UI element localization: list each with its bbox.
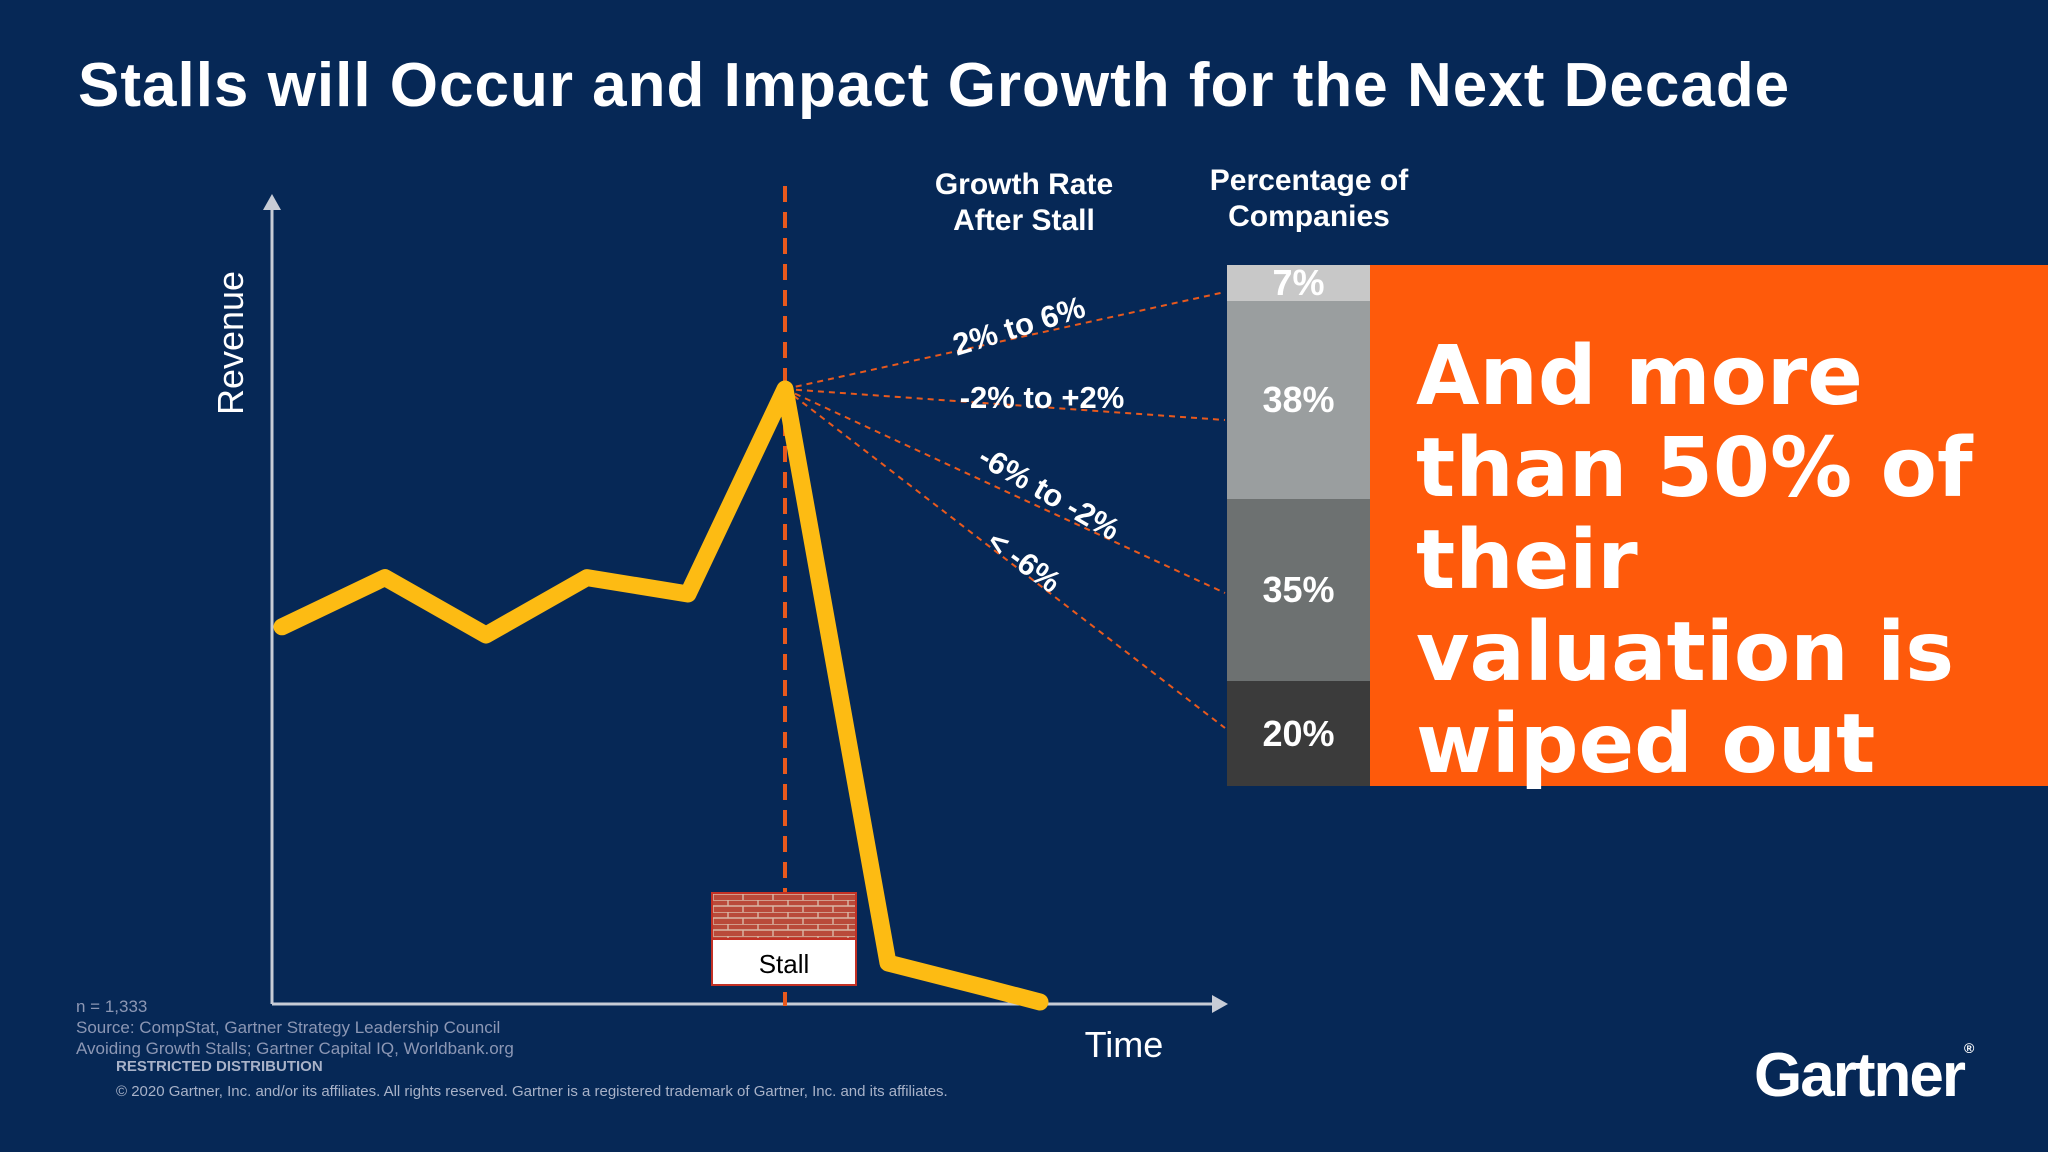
slide-title: Stalls will Occur and Impact Growth for …: [78, 51, 1791, 120]
percentage-segment-2: 38%: [1227, 301, 1370, 499]
copyright-notice: © 2020 Gartner, Inc. and/or its affiliat…: [116, 1083, 948, 1100]
registered-mark: ®: [1963, 1040, 1975, 1056]
x-axis-label: Time: [1085, 1024, 1164, 1065]
percentage-value-2: 38%: [1262, 379, 1335, 420]
percentage-segment-3: 35%: [1227, 499, 1370, 681]
percentage-value-3: 35%: [1262, 569, 1335, 610]
valuation-callout: And more than 50% of their valuation is …: [1370, 265, 2048, 791]
growth-rate-label-4: < -6%: [981, 523, 1068, 599]
percentage-segment-4: 20%: [1227, 681, 1370, 786]
y-axis-arrow-icon: [263, 194, 281, 210]
source-line-1: Source: CompStat, Gartner Strategy Leade…: [76, 1018, 501, 1037]
x-axis-arrow-icon: [1212, 995, 1228, 1013]
source-line-2: Avoiding Growth Stalls; Gartner Capital …: [76, 1039, 514, 1058]
fan-line-4: [784, 388, 1226, 729]
stall-marker: Stall: [711, 892, 857, 986]
percentage-value-4: 20%: [1262, 712, 1335, 754]
sample-size-note: n = 1,333: [76, 997, 148, 1016]
revenue-line: [273, 380, 1049, 1011]
gartner-logo: Gartner®: [1754, 1040, 1974, 1111]
percentage-header: Percentage of Companies: [1209, 164, 1409, 233]
growth-rate-fan: [784, 291, 1226, 729]
callout-text: And more than 50% of their valuation is …: [1416, 329, 1973, 792]
growth-rate-label-1: 2% to 6%: [949, 289, 1089, 362]
logo-text: Gartner: [1754, 1041, 1966, 1110]
percentage-segment-1: 7%: [1227, 262, 1370, 303]
brick-wall: [711, 892, 857, 940]
restricted-distribution: RESTRICTED DISTRIBUTION: [116, 1058, 323, 1075]
stall-label: Stall: [759, 949, 810, 979]
y-axis-label: Revenue: [210, 271, 251, 415]
stall-label-box: [711, 938, 857, 986]
percentage-stacked-bar: 7% 38% 35% 20%: [1227, 262, 1370, 786]
fan-line-2: [784, 388, 1226, 421]
percentage-value-1: 7%: [1272, 262, 1325, 303]
fan-line-1: [784, 291, 1226, 390]
fan-line-3: [784, 388, 1226, 594]
growth-rate-header: Growth Rate After Stall: [934, 168, 1114, 237]
growth-rate-label-2: -2% to +2%: [960, 380, 1125, 415]
